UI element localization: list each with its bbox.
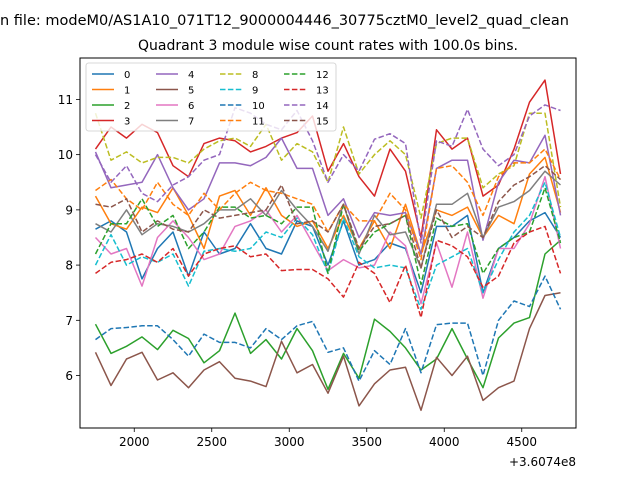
legend-label-7: 7 bbox=[188, 117, 194, 128]
legend-label-15: 15 bbox=[316, 117, 329, 128]
legend-label-5: 5 bbox=[188, 86, 194, 97]
x-tick-label: 4500 bbox=[506, 435, 537, 449]
y-tick-label: 11 bbox=[58, 93, 73, 107]
series-line-14 bbox=[94, 104, 561, 244]
plot-frame bbox=[79, 57, 577, 429]
legend-label-2: 2 bbox=[124, 101, 130, 112]
series-line-10 bbox=[95, 275, 562, 382]
x-tick-label: 3000 bbox=[274, 435, 305, 449]
legend-label-11: 11 bbox=[252, 117, 265, 128]
series-line-5 bbox=[94, 291, 561, 412]
legend-label-12: 12 bbox=[316, 70, 329, 81]
y-tick-label: 8 bbox=[65, 259, 73, 273]
y-tick-label: 9 bbox=[65, 203, 73, 217]
legend-label-4: 4 bbox=[188, 70, 194, 81]
series-line-13 bbox=[95, 225, 562, 319]
series-line-12 bbox=[94, 187, 562, 286]
series-line-4 bbox=[94, 134, 562, 255]
series-line-3 bbox=[94, 79, 562, 239]
x-tick-label: 2000 bbox=[119, 435, 150, 449]
legend-label-1: 1 bbox=[124, 86, 130, 97]
series-line-11 bbox=[95, 148, 562, 261]
chart-title: Quadrant 3 module wise count rates with … bbox=[138, 38, 518, 54]
x-tick-label: 3500 bbox=[351, 435, 382, 449]
series-line-8 bbox=[94, 112, 562, 219]
figure-suptitle: n file: modeM0/AS1A10_071T12_9000004446_… bbox=[0, 13, 569, 29]
x-axis-offset-label: +3.6074e8 bbox=[509, 455, 576, 469]
series-line-9 bbox=[94, 181, 562, 311]
series-group bbox=[94, 79, 562, 412]
y-axis: 6 7 8 9 10 11 bbox=[58, 93, 80, 383]
legend-label-14: 14 bbox=[316, 101, 329, 112]
series-line-2 bbox=[94, 239, 561, 391]
legend-label-3: 3 bbox=[124, 117, 130, 128]
legend-box bbox=[85, 62, 337, 132]
x-tick-label: 2500 bbox=[196, 435, 227, 449]
legend-label-6: 6 bbox=[188, 101, 194, 112]
legend-label-10: 10 bbox=[252, 101, 265, 112]
y-tick-label: 7 bbox=[65, 314, 73, 328]
legend-label-0: 0 bbox=[124, 70, 130, 81]
y-tick-label: 6 bbox=[65, 369, 73, 383]
x-tick-label: 4000 bbox=[429, 435, 460, 449]
legend-label-13: 13 bbox=[316, 86, 329, 97]
series-line-15 bbox=[95, 164, 561, 269]
x-axis: 2000 2500 3000 3500 4000 4500 bbox=[119, 428, 537, 449]
legend-label-8: 8 bbox=[252, 70, 258, 81]
legend-label-9: 9 bbox=[252, 86, 258, 97]
y-tick-label: 10 bbox=[58, 148, 73, 162]
